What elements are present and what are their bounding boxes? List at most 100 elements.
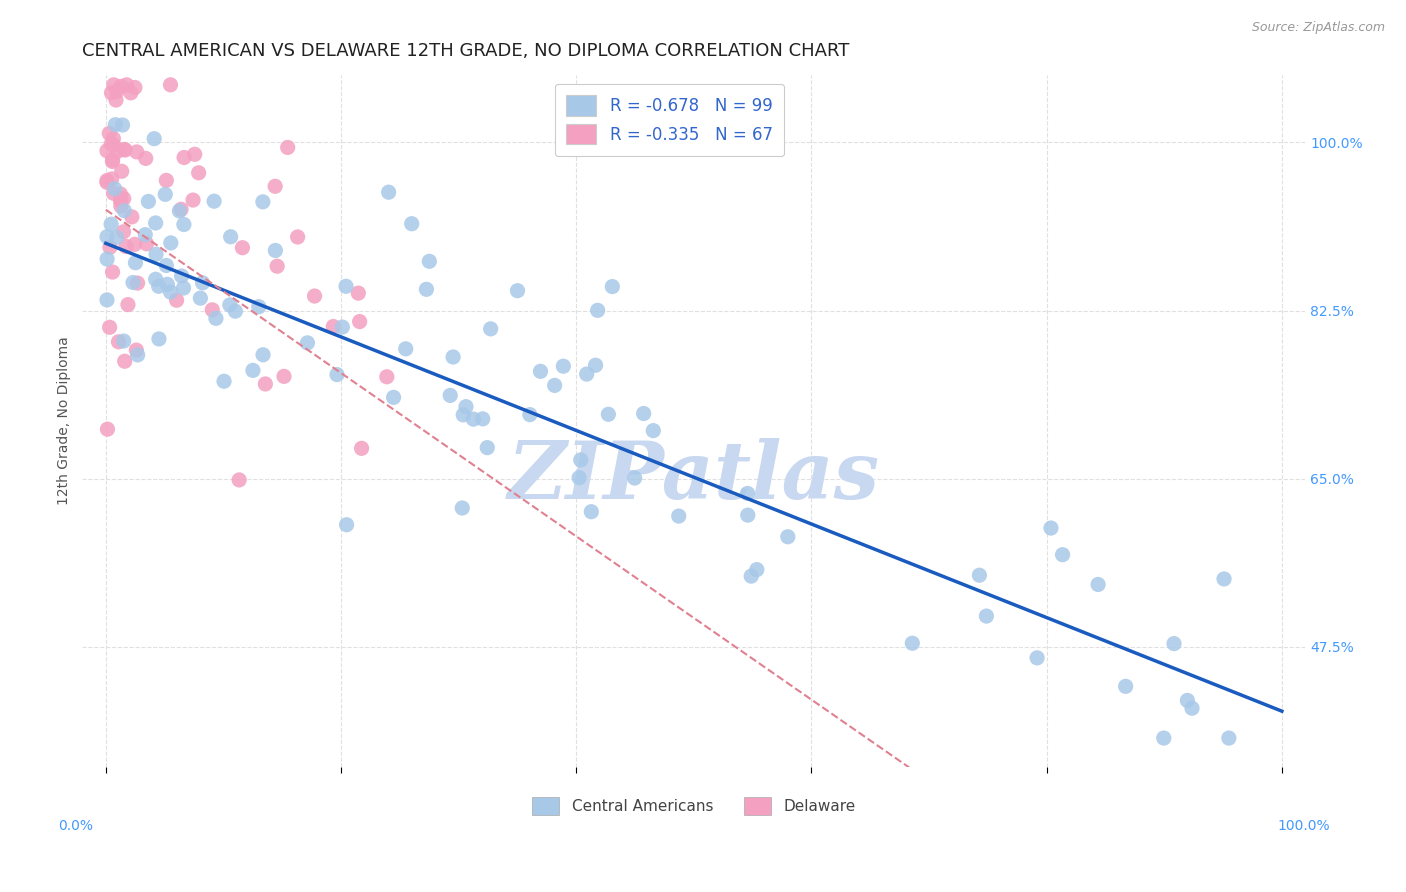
Point xyxy=(401,217,423,231)
Point xyxy=(740,569,762,583)
Point xyxy=(110,194,132,209)
Y-axis label: 12th Grade, No Diploma: 12th Grade, No Diploma xyxy=(58,336,72,506)
Point xyxy=(1213,572,1236,586)
Point xyxy=(115,78,138,92)
Point xyxy=(1039,521,1062,535)
Point xyxy=(395,342,418,356)
Point xyxy=(110,79,132,94)
Point xyxy=(643,424,665,438)
Point xyxy=(103,186,125,201)
Point xyxy=(1177,693,1199,707)
Point xyxy=(148,332,170,346)
Point xyxy=(110,186,132,201)
Point xyxy=(143,131,166,145)
Point xyxy=(100,136,122,151)
Point xyxy=(451,501,474,516)
Point xyxy=(96,173,118,187)
Point xyxy=(155,173,177,187)
Point xyxy=(633,407,655,421)
Point xyxy=(569,453,592,467)
Point xyxy=(297,335,319,350)
Point xyxy=(553,359,575,374)
Point xyxy=(96,252,118,266)
Point xyxy=(1052,548,1074,562)
Point xyxy=(103,131,125,145)
Point xyxy=(322,319,344,334)
Point xyxy=(96,175,118,189)
Point xyxy=(463,412,485,426)
Point xyxy=(166,293,188,308)
Text: 100.0%: 100.0% xyxy=(1277,819,1330,833)
Point xyxy=(1181,701,1204,715)
Point xyxy=(170,202,193,217)
Point xyxy=(598,407,620,421)
Point xyxy=(581,505,603,519)
Point xyxy=(183,147,205,161)
Point xyxy=(105,84,128,98)
Point xyxy=(254,376,277,391)
Point xyxy=(477,441,499,455)
Text: Source: ZipAtlas.com: Source: ZipAtlas.com xyxy=(1251,21,1385,34)
Point xyxy=(602,279,624,293)
Point xyxy=(111,164,134,178)
Point xyxy=(181,193,204,207)
Point xyxy=(252,194,274,209)
Point xyxy=(105,230,128,244)
Point xyxy=(418,254,440,268)
Point xyxy=(100,217,122,231)
Point xyxy=(121,210,143,224)
Point xyxy=(104,118,127,132)
Point xyxy=(585,358,607,372)
Point xyxy=(242,363,264,377)
Point xyxy=(506,284,529,298)
Point xyxy=(219,229,242,244)
Point xyxy=(127,276,149,290)
Point xyxy=(471,412,494,426)
Point xyxy=(776,530,799,544)
Point xyxy=(112,225,135,239)
Point xyxy=(668,509,690,524)
Point xyxy=(170,268,193,283)
Point xyxy=(135,152,157,166)
Point xyxy=(336,517,359,532)
Point xyxy=(117,297,139,311)
Point xyxy=(191,276,214,290)
Point xyxy=(187,166,209,180)
Point xyxy=(273,369,295,384)
Point xyxy=(1163,637,1185,651)
Point xyxy=(277,140,299,154)
Point xyxy=(205,311,228,326)
Point xyxy=(173,281,195,295)
Point xyxy=(148,279,170,293)
Point xyxy=(969,568,991,582)
Point xyxy=(145,247,167,261)
Point xyxy=(543,378,565,392)
Point xyxy=(218,298,240,312)
Point xyxy=(96,422,118,436)
Point xyxy=(101,154,124,169)
Point xyxy=(100,172,122,186)
Point xyxy=(124,237,146,252)
Point xyxy=(377,185,399,199)
Point xyxy=(1218,731,1240,745)
Point xyxy=(247,300,270,314)
Point xyxy=(112,334,135,348)
Point xyxy=(103,137,125,152)
Point xyxy=(349,315,371,329)
Point xyxy=(304,289,326,303)
Text: 0.0%: 0.0% xyxy=(58,819,93,833)
Point xyxy=(173,218,195,232)
Point xyxy=(156,277,179,292)
Point xyxy=(231,241,253,255)
Point xyxy=(101,153,124,167)
Point xyxy=(479,322,502,336)
Point xyxy=(326,368,349,382)
Point xyxy=(287,230,309,244)
Point xyxy=(224,304,246,318)
Point xyxy=(252,348,274,362)
Point xyxy=(107,145,129,159)
Point xyxy=(114,354,136,368)
Point xyxy=(347,286,370,301)
Point xyxy=(96,144,118,158)
Point xyxy=(190,291,212,305)
